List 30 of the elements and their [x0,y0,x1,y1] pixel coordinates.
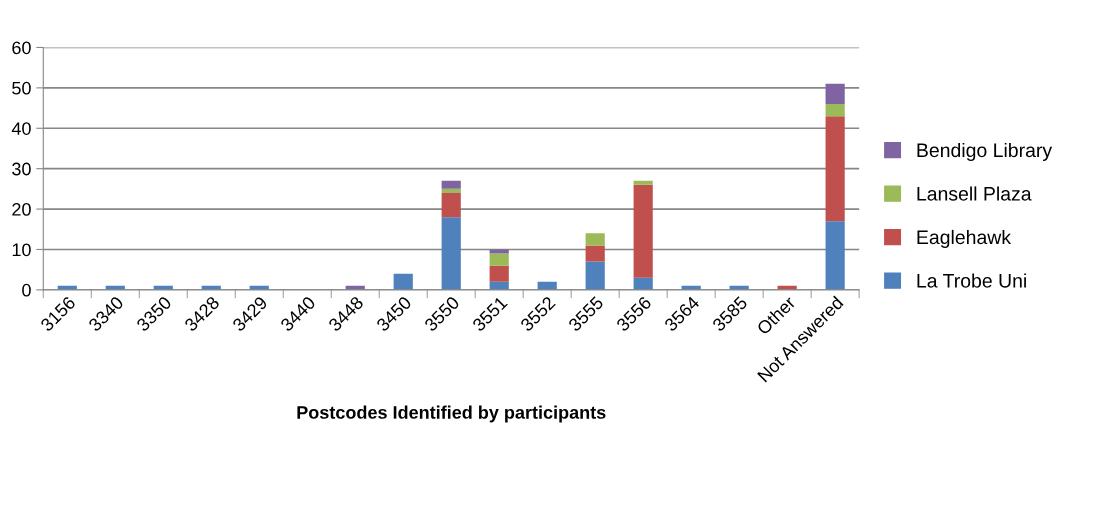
y-tick-label: 50 [12,81,31,95]
bar [393,273,413,290]
legend-label: Lansell Plaza [917,186,1032,201]
bar [585,245,605,262]
bar [633,277,653,290]
bar [633,184,653,278]
bar [441,188,461,193]
bar [585,261,605,290]
y-tick-label: 30 [12,162,31,176]
bar [489,265,509,282]
y-tick-label: 20 [12,203,31,216]
y-tick-label: 60 [12,41,31,55]
bar [825,83,845,105]
bar [585,233,605,246]
bar [825,104,845,117]
bar [489,253,509,266]
x-axis-title: Postcodes Identified by participants [297,405,606,423]
bar [489,249,509,254]
y-tick-label: 10 [12,243,31,257]
legend-label: La Trobe Uni [917,273,1026,288]
bar [441,192,461,218]
legend-label: Bendigo Library [917,142,1053,161]
bar [633,180,653,185]
y-tick-label: 40 [11,122,31,135]
y-tick-label: 0 [22,283,31,297]
bar [825,221,845,290]
bar [825,116,845,222]
bar [441,180,461,189]
legend-label: Eaglehawk [917,229,1012,249]
bar [441,217,461,290]
